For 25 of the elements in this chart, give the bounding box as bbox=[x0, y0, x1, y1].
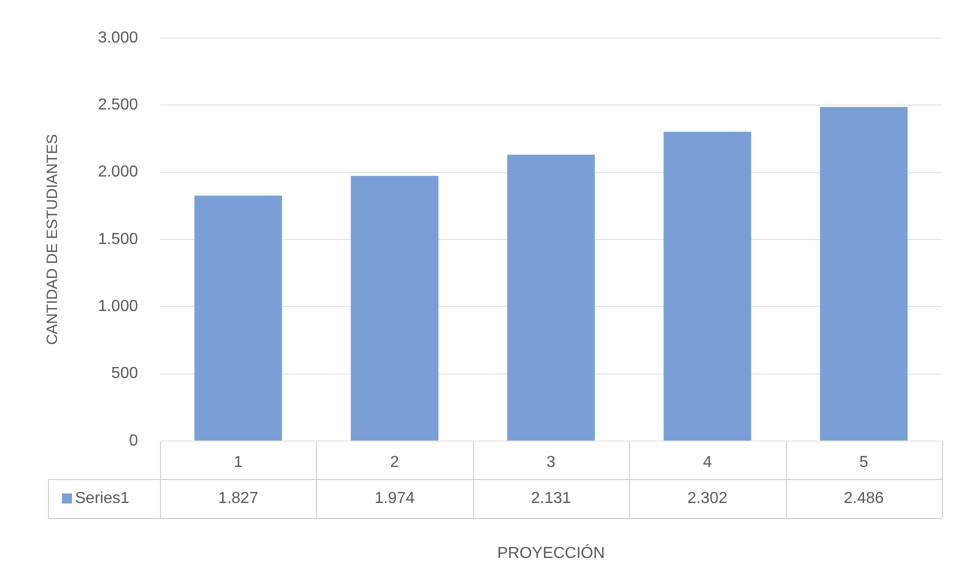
y-tick-label: 1.500 bbox=[98, 230, 138, 248]
y-tick-label: 0 bbox=[129, 432, 138, 450]
bar bbox=[664, 132, 752, 440]
x-tick-label: 5 bbox=[859, 454, 868, 472]
data-label: 2.486 bbox=[844, 490, 884, 507]
data-label: 1.827 bbox=[218, 490, 258, 507]
y-tick-label: 2.500 bbox=[98, 96, 138, 114]
x-tick-label: 2 bbox=[390, 454, 400, 472]
y-tick-label: 2.000 bbox=[98, 164, 138, 181]
x-tick-label: 3 bbox=[546, 454, 556, 472]
y-tick-label: 1.000 bbox=[98, 298, 138, 316]
x-tick-label: 1 bbox=[234, 454, 243, 472]
data-label: 2.302 bbox=[687, 490, 728, 507]
y-tick-label: 500 bbox=[111, 365, 138, 382]
data-label: 1.974 bbox=[374, 490, 415, 507]
x-axis-title: PROYECCIÓN bbox=[497, 544, 605, 562]
bar bbox=[194, 196, 282, 440]
y-tick-label: 3.000 bbox=[98, 29, 138, 46]
bar bbox=[350, 176, 438, 440]
legend-label: Series1 bbox=[75, 490, 130, 507]
x-tick-label: 4 bbox=[702, 454, 712, 472]
y-axis-title: CANTIDAD DE ESTUDIANTES bbox=[44, 134, 62, 345]
bar bbox=[820, 107, 908, 440]
bar bbox=[507, 154, 595, 440]
data-label: 2.131 bbox=[530, 490, 572, 507]
